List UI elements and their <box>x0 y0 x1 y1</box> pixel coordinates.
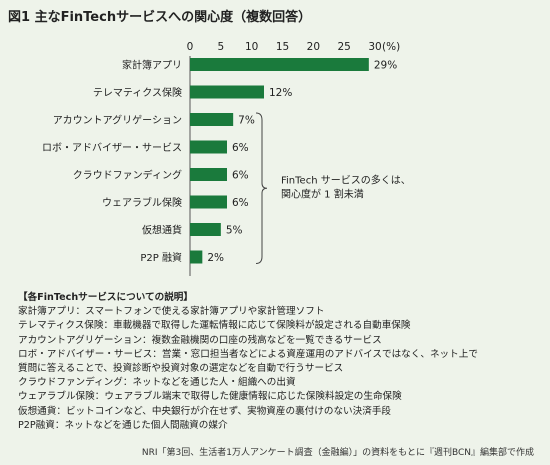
value-label: 29% <box>374 60 397 72</box>
value-label: 6% <box>232 197 249 209</box>
x-tick-label: 15 <box>276 41 289 53</box>
value-label: 12% <box>269 87 292 99</box>
notes-line: アカウントアグリゲーション：複数金融機関の口座の残高などを一覧できるサービス <box>18 334 382 346</box>
x-tick-label: 20 <box>307 41 320 53</box>
category-label: 家計簿アプリ <box>122 59 182 72</box>
value-label: 6% <box>232 170 249 182</box>
notes-line: ウェアラブル保険：ウェアラブル端末で取得した健康情報に応じた保険料設定の生命保険 <box>18 391 402 403</box>
x-tick-label: 25 <box>337 41 350 53</box>
notes-line: 家計簿アプリ：スマートフォンで使える家計簿アプリや家計管理ソフト <box>18 306 325 318</box>
notes-line: クラウドファンディング：ネットなどを通じた人・組織への出資 <box>18 377 296 389</box>
value-label: 2% <box>207 252 224 264</box>
notes-line: P2P融資：ネットなどを通じた個人間融資の媒介 <box>18 419 228 431</box>
annotation-text: FinTech サービスの多くは、 <box>281 173 411 186</box>
category-label: クラウドファンディング <box>73 169 182 182</box>
category-label: テレマティクス保険 <box>93 86 182 99</box>
bar <box>190 223 221 236</box>
x-tick-label: 0 <box>187 41 194 53</box>
x-tick-label: 5 <box>217 41 224 53</box>
value-label: 5% <box>226 225 243 237</box>
service-notes: 【各FinTechサービスについての説明】 家計簿アプリ：スマートフォンで使える… <box>18 291 538 433</box>
bar <box>190 85 264 99</box>
category-label: ウェアラブル保険 <box>102 196 182 209</box>
chart-title: 図1 主なFinTechサービスへの関心度（複数回答） <box>8 10 312 25</box>
bar <box>190 113 234 126</box>
notes-line: テレマティクス保険：車載機器で取得した運転情報に応じて保険料が設定される自動車保… <box>18 320 411 332</box>
category-label: 仮想通貨 <box>142 224 182 237</box>
notes-line: 質問に答えることで、投資診断や投資対象の選定などを自動で行うサービス <box>18 363 344 375</box>
x-unit-label: (%) <box>382 41 400 53</box>
bar <box>190 58 369 71</box>
notes-line: 仮想通貨：ビットコインなど、中央銀行が介在せず、実物資産の裏付けのない決済手段 <box>18 405 392 417</box>
annotation-bracket <box>255 112 268 264</box>
x-tick-label: 30 <box>368 41 381 53</box>
notes-line: ロボ・アドバイザー・サービス：営業・窓口担当者などによる資産運用のアドバイスでは… <box>18 348 478 360</box>
category-label: P2P 融資 <box>140 252 182 264</box>
bar <box>190 195 227 209</box>
annotation-text: 関心度が 1 割未満 <box>281 187 364 200</box>
bar <box>190 168 227 181</box>
category-label: ロボ・アドバイザー・サービス <box>42 142 182 154</box>
x-tick-label: 10 <box>245 41 258 53</box>
notes-heading: 【各FinTechサービスについての説明】 <box>18 292 193 303</box>
bar <box>190 140 227 154</box>
bar <box>190 250 203 264</box>
bar-chart: 0 5 10 15 20 25 30 (%) 家計簿アプリ 29% テレマティクス保険 12% アカウン… <box>42 41 411 276</box>
value-label: 7% <box>238 115 255 127</box>
category-label: アカウントアグリゲーション <box>53 114 182 127</box>
source-note: NRI「第3回、生活者1万人アンケート調査（金融編）」の資料をもとに『週刊BCN… <box>141 448 534 458</box>
value-label: 6% <box>232 142 249 154</box>
